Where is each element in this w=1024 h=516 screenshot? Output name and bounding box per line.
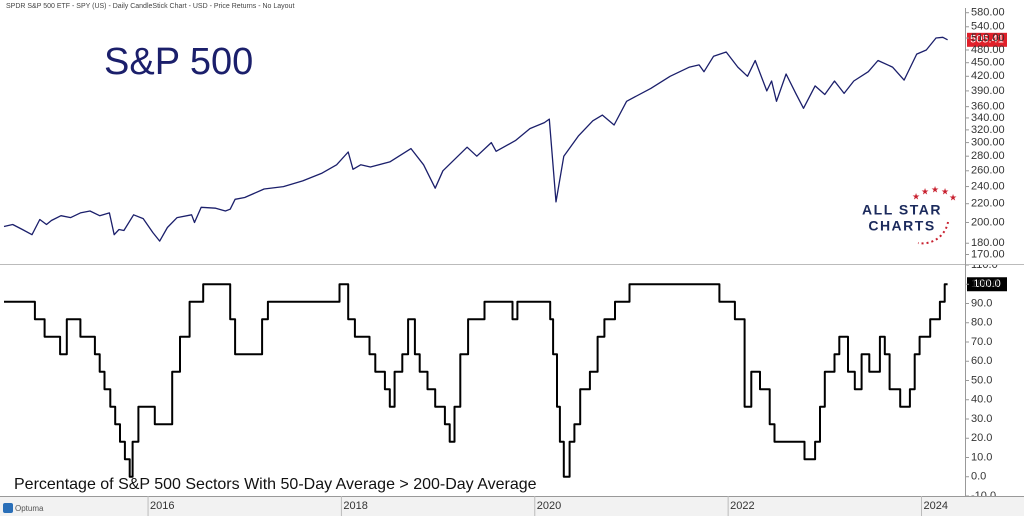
last-value-label: 100.0 xyxy=(973,278,1001,290)
y-tick-label: 180.00 xyxy=(971,237,1005,249)
last-value-box xyxy=(967,32,1007,47)
y-tick-label: -10.0 xyxy=(971,490,996,502)
x-tick-label: 2020 xyxy=(537,500,561,512)
y-tick-label: 40.0 xyxy=(971,394,992,406)
y-tick-label: 170.00 xyxy=(971,248,1005,260)
y-tick-label: 340.00 xyxy=(971,112,1005,124)
y-tick-label: 450.00 xyxy=(971,57,1005,69)
y-tick-label: 220.00 xyxy=(971,198,1005,210)
y-tick-label: 110.0 xyxy=(971,259,998,271)
y-tick-label: 30.0 xyxy=(971,413,992,425)
logo-stars: ★ ★ ★ ★★ xyxy=(912,184,957,202)
last-value-label: 505.41 xyxy=(970,34,1004,46)
y-tick-label: 0.0 xyxy=(971,471,986,483)
logo-line1: ALL STAR xyxy=(862,202,942,218)
y-tick-label: 200.00 xyxy=(971,216,1005,228)
x-axis-strip xyxy=(0,496,1024,516)
y-tick-label: 510.00 xyxy=(971,32,1005,44)
y-tick-label: 360.00 xyxy=(971,101,1005,113)
last-value-box xyxy=(967,277,1007,292)
y-tick-label: 60.0 xyxy=(971,355,992,367)
y-tick-label: 580.00 xyxy=(971,7,1005,19)
header-title: SPDR S&P 500 ETF - SPY (US) - Daily Cand… xyxy=(6,3,294,10)
y-tick-label: 540.00 xyxy=(971,21,1005,33)
svg-text:★: ★ xyxy=(921,186,929,196)
svg-text:★: ★ xyxy=(949,192,957,202)
y-tick-label: 100.0 xyxy=(971,278,999,290)
series-line xyxy=(3,36,948,242)
x-tick-label: 2018 xyxy=(343,500,367,512)
brand-icon xyxy=(3,503,13,513)
logo-arc xyxy=(917,221,949,245)
logo: ★ ★ ★ ★★ ALL STAR CHARTS xyxy=(862,184,957,245)
y-tick-label: 70.0 xyxy=(971,336,992,348)
y-tick-label: 320.00 xyxy=(971,124,1005,136)
y-tick-label: 480.00 xyxy=(971,44,1005,56)
y-tick-label: 260.00 xyxy=(971,165,1005,177)
y-tick-label: 20.0 xyxy=(971,432,992,444)
panel-title: Percentage of S&P 500 Sectors With 50-Da… xyxy=(14,476,537,493)
x-tick-label: 2022 xyxy=(730,500,754,512)
y-tick-label: 50.0 xyxy=(971,374,992,386)
y-tick-label: 390.00 xyxy=(971,85,1005,97)
y-tick-label: 10.0 xyxy=(971,451,992,463)
series-line xyxy=(4,283,948,478)
annotation: S&P 500 xyxy=(104,41,253,83)
breadth-axis: -10.0 0.0 10.0 20.0 30.0 40.0 50.0 60.0 70.0 80.0… xyxy=(966,259,999,502)
x-tick-label: 2024 xyxy=(923,500,947,512)
y-tick-label: 240.00 xyxy=(971,180,1005,192)
y-tick-label: 80.0 xyxy=(971,317,992,329)
y-tick-label: 90.0 xyxy=(971,297,992,309)
y-tick-label: 420.00 xyxy=(971,70,1005,82)
svg-text:★: ★ xyxy=(931,184,939,194)
y-tick-label: 280.00 xyxy=(971,150,1005,162)
x-tick-label: 2016 xyxy=(150,500,174,512)
svg-text:★: ★ xyxy=(941,186,949,196)
breadth-panel: 100.0 xyxy=(4,277,1007,478)
brand: Optuma xyxy=(15,504,44,513)
logo-line2: CHARTS xyxy=(868,218,935,234)
price-panel: 505.41 xyxy=(3,32,1007,242)
y-tick-label: 300.00 xyxy=(971,136,1005,148)
svg-text:★: ★ xyxy=(912,191,920,201)
